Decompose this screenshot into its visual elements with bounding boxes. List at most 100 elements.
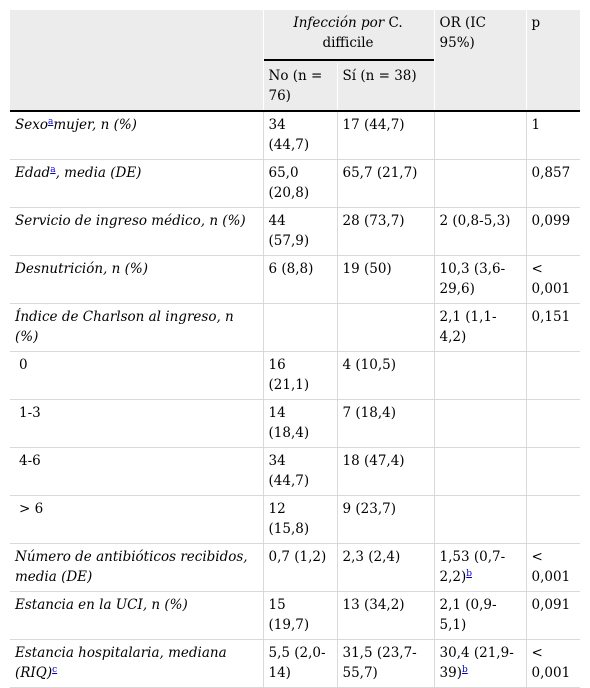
si-cell: 18 (47,4) [337,447,435,496]
variable-cell: Estancia hospitalaria, mediana (RIQ)c [10,639,264,688]
variable-label: 0 [19,357,28,373]
footnote-link[interactable]: b [466,569,473,579]
variable-cell: > 6 [10,495,264,544]
no-cell: 16 (21,1) [263,351,338,400]
no-cell: 34 (44,7) [263,447,338,496]
p-cell: < 0,001 [526,543,581,592]
si-cell: 4 (10,5) [337,351,435,400]
no-cell-value: 16 (21,1) [268,357,310,393]
p-cell-value: 0,099 [531,213,571,229]
table-row: 4-6 34 (44,7) 18 (47,4) [10,447,581,496]
footnote-link[interactable]: b [461,665,468,675]
si-cell: 13 (34,2) [337,591,435,640]
si-cell-value: 28 (73,7) [342,213,405,229]
si-cell-value: 19 (50) [342,261,392,277]
no-cell-value: 34 (44,7) [268,117,310,153]
no-cell: 5,5 (2,0-14) [263,639,338,688]
no-cell: 34 (44,7) [263,111,338,160]
or-cell [434,351,527,400]
si-cell-value: 13 (34,2) [342,597,405,613]
p-cell-value: < 0,001 [531,261,571,297]
p-cell: 0,151 [526,303,581,352]
p-cell-value: 0,091 [531,597,571,613]
footnote-link[interactable]: c [52,665,58,675]
no-cell-value: 6 (8,8) [268,261,314,277]
variable-cell: 4-6 [10,447,264,496]
p-cell-value: < 0,001 [531,645,571,681]
p-cell-value: 1 [531,117,541,133]
p-cell: 0,857 [526,159,581,208]
no-cell: 65,0 (20,8) [263,159,338,208]
variable-cell: 0 [10,351,264,400]
si-cell-value: 65,7 (21,7) [342,165,418,181]
or-cell-value: 2 (0,8-5,3) [439,213,511,229]
header-blank-cell [10,63,264,111]
variable-label: Edad [15,165,51,181]
table-row: Índice de Charlson al ingreso, n (%) 2,1 … [10,303,581,352]
or-cell-value: 1,53 (0,7-2,2) [439,549,506,585]
footnote-link[interactable]: a [50,165,56,175]
si-header: Sí (n = 38) [337,63,435,111]
p-cell-value: < 0,001 [531,549,571,585]
footnote-link[interactable]: a [47,117,54,127]
table-row: Número de antibióticos recibidos, media … [10,543,581,592]
variable-cell: Número de antibióticos recibidos, media … [10,543,264,592]
no-cell: 15 (19,7) [263,591,338,640]
si-cell-value: 9 (23,7) [342,501,396,517]
or-cell: 2,1 (1,1-4,2) [434,303,527,352]
variable-label: 1-3 [19,405,41,421]
si-cell: 65,7 (21,7) [337,159,435,208]
variable-label-cont: mujer, n (%) [53,117,137,133]
group-italic-label: Infección por [293,15,385,31]
p-cell: < 0,001 [526,639,581,688]
group-underline [263,59,434,61]
table-header: Infección por C. difficile OR (IC 95%) p… [10,10,581,111]
variable-label: Servicio de ingreso médico, n (%) [15,213,246,229]
table-row: Estancia hospitalaria, mediana (RIQ)c 5,5… [10,639,581,688]
table-row: 1-3 14 (18,4) 7 (18,4) [10,399,581,448]
no-cell-value: 34 (44,7) [268,453,310,489]
si-cell-value: 17 (44,7) [342,117,405,133]
or-cell-value: 2,1 (1,1-4,2) [439,309,497,345]
p-header: p [526,10,581,63]
si-cell-value: 18 (47,4) [342,453,405,469]
infection-group-header: Infección por C. difficile [263,10,435,63]
or-cell: 2,1 (0,9-5,1) [434,591,527,640]
or-cell-value: 10,3 (3,6-29,6) [439,261,506,297]
p-cell: 0,099 [526,207,581,256]
no-cell: 0,7 (1,2) [263,543,338,592]
si-cell: 19 (50) [337,255,435,304]
or-cell [434,447,527,496]
si-cell-value: 2,3 (2,4) [342,549,401,565]
variable-cell: Edada, media (DE) [10,159,264,208]
or-cell: 30,4 (21,9-39)b [434,639,527,688]
p-cell: 0,091 [526,591,581,640]
results-table: Infección por C. difficile OR (IC 95%) p… [10,10,581,688]
si-cell-value: 4 (10,5) [342,357,396,373]
no-cell: 44 (57,9) [263,207,338,256]
no-cell: 12 (15,8) [263,495,338,544]
no-cell [263,303,338,352]
variable-label: Número de antibióticos recibidos, media … [15,549,248,585]
variable-label: Estancia en la UCI, n (%) [15,597,188,613]
variable-label: > 6 [19,501,44,517]
no-header: No (n = 76) [263,63,338,111]
table-row: Edada, media (DE) 65,0 (20,8) 65,7 (21,7) 0… [10,159,581,208]
p-cell: < 0,001 [526,255,581,304]
no-cell-value: 12 (15,8) [268,501,310,537]
variable-label-cont: , media (DE) [55,165,142,181]
variable-cell: Índice de Charlson al ingreso, n (%) [10,303,264,352]
no-cell-value: 15 (19,7) [268,597,310,633]
table-row: > 6 12 (15,8) 9 (23,7) [10,495,581,544]
or-cell [434,111,527,160]
no-cell-value: 5,5 (2,0-14) [268,645,326,681]
si-cell: 28 (73,7) [337,207,435,256]
si-cell: 31,5 (23,7-55,7) [337,639,435,688]
variable-label: Sexo [15,117,48,133]
p-cell [526,447,581,496]
table-row: 0 16 (21,1) 4 (10,5) [10,351,581,400]
p-cell: 1 [526,111,581,160]
table-row: Servicio de ingreso médico, n (%) 44 (57,… [10,207,581,256]
si-cell-value: 7 (18,4) [342,405,396,421]
or-header: OR (IC 95%) [434,10,527,63]
